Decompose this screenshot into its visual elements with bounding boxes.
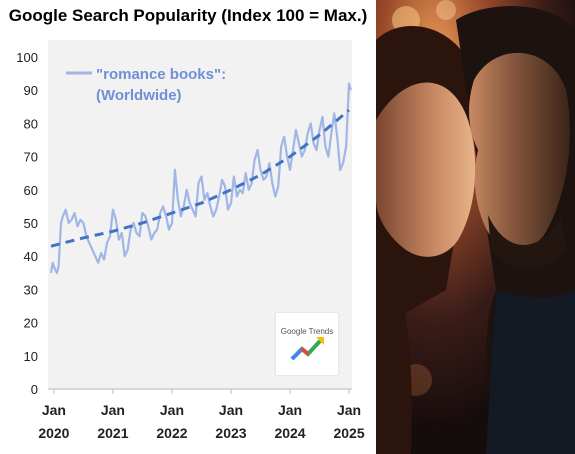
chart-title: Google Search Popularity (Index 100 = Ma… bbox=[8, 6, 368, 25]
google-trends-label: Google Trends bbox=[280, 327, 334, 336]
google-trends-logo: Google Trends bbox=[276, 313, 338, 375]
trend-arrow-icon bbox=[290, 337, 324, 361]
x-tick-label: Jan bbox=[160, 402, 184, 418]
romance-books-series bbox=[49, 82, 352, 274]
x-tick-label: 2023 bbox=[215, 425, 246, 441]
y-tick-label: 0 bbox=[31, 382, 38, 397]
x-tick-label: Jan bbox=[278, 402, 302, 418]
legend-label-line1: "romance books": bbox=[96, 66, 226, 83]
legend-label-line2: (Worldwide) bbox=[96, 87, 182, 104]
x-tick-label: Jan bbox=[42, 402, 66, 418]
chart-panel: Google Search Popularity (Index 100 = Ma… bbox=[8, 6, 368, 441]
x-tick-label: 2022 bbox=[156, 425, 187, 441]
trendline-series bbox=[50, 108, 350, 248]
y-tick-label: 30 bbox=[24, 282, 38, 297]
x-tick-label: 2021 bbox=[97, 425, 128, 441]
x-tick-label: Jan bbox=[337, 402, 361, 418]
y-tick-label: 20 bbox=[24, 316, 38, 331]
y-tick-label: 100 bbox=[16, 50, 38, 65]
x-tick-label: Jan bbox=[101, 402, 125, 418]
y-tick-label: 40 bbox=[24, 249, 38, 264]
couple-photo bbox=[376, 0, 575, 454]
x-tick-label: Jan bbox=[219, 402, 243, 418]
y-tick-label: 90 bbox=[24, 83, 38, 98]
y-tick-label: 60 bbox=[24, 183, 38, 198]
y-tick-label: 80 bbox=[24, 116, 38, 131]
y-tick-label: 50 bbox=[24, 216, 38, 231]
x-tick-label: 2025 bbox=[333, 425, 364, 441]
x-tick-label: 2024 bbox=[274, 425, 305, 441]
y-tick-label: 70 bbox=[24, 150, 38, 165]
y-tick-label: 10 bbox=[24, 349, 38, 364]
couple-photo-art bbox=[376, 0, 575, 454]
x-tick-label: 2020 bbox=[38, 425, 69, 441]
plot-area: 0 10 20 30 40 50 60 70 80 90 100 Jan 2020 Jan 2021 Jan 2… bbox=[16, 40, 365, 441]
